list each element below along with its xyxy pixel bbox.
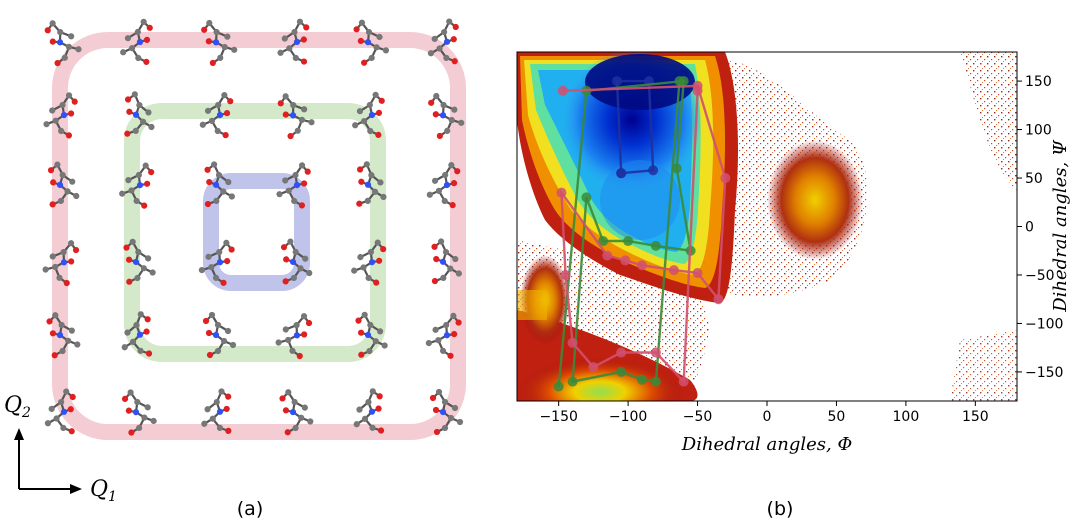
- molecule: [119, 162, 155, 209]
- panel-a-molecule-grid: Q2 Q1 (a): [4, 18, 466, 520]
- trajectory-point: [598, 236, 609, 247]
- molecule: [351, 239, 387, 286]
- x-tick-label: −150: [539, 409, 577, 425]
- trajectory-point: [650, 240, 661, 251]
- molecule: [123, 238, 156, 285]
- caption-a: (a): [237, 498, 263, 520]
- molecule: [198, 239, 235, 286]
- y-tick-label: 0: [1025, 220, 1034, 236]
- molecule: [199, 92, 234, 139]
- molecule: [47, 161, 80, 208]
- trajectory-paths: [553, 76, 731, 392]
- molecule: [429, 388, 464, 436]
- x-tick-label: 50: [828, 409, 846, 425]
- trajectory-point: [553, 381, 564, 392]
- q2-axis-label: Q2: [4, 393, 31, 421]
- molecule: [202, 311, 237, 359]
- trajectory-point: [616, 366, 627, 377]
- trajectory-point: [612, 76, 622, 87]
- trajectory-point: [560, 269, 571, 280]
- trajectory-point: [648, 165, 659, 176]
- molecule: [121, 311, 153, 357]
- trajectory-point: [650, 376, 661, 387]
- molecule: [427, 18, 459, 65]
- molecule: [204, 161, 235, 208]
- molecule: [352, 91, 385, 138]
- trajectory-point: [556, 187, 567, 198]
- trajectory-point: [637, 260, 647, 271]
- molecule: [280, 238, 313, 285]
- y-tick-label: −100: [1025, 316, 1063, 332]
- x-tick-label: −50: [683, 409, 713, 425]
- trajectory-point: [567, 337, 578, 348]
- molecule: [428, 92, 465, 140]
- trajectory-point: [588, 362, 599, 373]
- molecule: [277, 18, 310, 65]
- molecule: [426, 162, 461, 209]
- molecule: [43, 92, 78, 139]
- trajectory-point: [623, 236, 634, 247]
- trajectory-point: [692, 268, 703, 279]
- outer-shell-ring: [52, 32, 466, 440]
- trajectory-point: [602, 250, 613, 261]
- y-tick-labels: 150 100 50 0 −50 −100 −150: [1017, 74, 1063, 381]
- trajectory-point: [616, 347, 627, 358]
- x-tick-label: 100: [893, 409, 920, 425]
- trajectory-point: [668, 265, 679, 276]
- molecule: [276, 162, 311, 209]
- trajectory-point: [678, 376, 689, 387]
- q1-axis-label: Q1: [90, 477, 117, 505]
- molecule: [353, 388, 385, 434]
- trajectory-point: [557, 85, 568, 96]
- molecule: [431, 238, 462, 285]
- trajectory-point: [637, 374, 647, 385]
- y-tick-label: −50: [1025, 268, 1055, 284]
- molecule: [124, 91, 155, 137]
- x-tick-label: 150: [962, 409, 989, 425]
- y-axis-label: Dihedral angles, Ψ: [1050, 139, 1071, 313]
- trajectory-point: [650, 347, 661, 358]
- molecule: [46, 312, 81, 359]
- y-tick-label: −150: [1025, 365, 1063, 381]
- molecule: [42, 240, 80, 287]
- molecule: [201, 388, 232, 434]
- molecule-grid: [42, 18, 465, 436]
- trajectory-point: [713, 294, 724, 305]
- middle-shell-ring: [124, 103, 386, 362]
- molecule: [425, 312, 462, 359]
- trajectory-point: [720, 173, 731, 184]
- x-tick-labels: −150 −100 −50 0 50 100 150: [539, 401, 989, 425]
- molecule: [353, 19, 390, 66]
- trajectory-point: [692, 85, 703, 96]
- panel-b-ramachandran-plot: −150 −100 −50 0 50 100 150 150100500−50−100−15…: [516, 51, 1071, 520]
- molecule: [44, 20, 82, 67]
- molecule: [275, 313, 313, 360]
- x-tick-label: −100: [609, 409, 647, 425]
- y-tick-label: 150: [1025, 74, 1052, 90]
- molecule: [44, 388, 76, 435]
- x-tick-label: 0: [763, 409, 772, 425]
- molecule: [277, 93, 315, 140]
- molecule: [120, 18, 153, 65]
- caption-b: (b): [767, 498, 794, 520]
- x-axis-label: Dihedral angles, Φ: [681, 434, 852, 455]
- trajectory-point: [671, 163, 682, 174]
- trajectory-point: [581, 192, 592, 203]
- y-tick-label: 50: [1025, 171, 1043, 187]
- molecule: [356, 161, 387, 207]
- trajectory-point: [616, 168, 627, 179]
- molecule: [355, 311, 388, 358]
- molecule: [279, 389, 314, 436]
- y-tick-label: 100: [1025, 123, 1052, 139]
- inner-shell-ring: [203, 173, 310, 291]
- trajectory-point: [674, 76, 685, 87]
- trajectory-point: [567, 376, 578, 387]
- molecule: [121, 389, 157, 436]
- trajectory-point: [620, 255, 631, 266]
- q-axes-arrows: [14, 428, 82, 494]
- molecule: [201, 19, 238, 67]
